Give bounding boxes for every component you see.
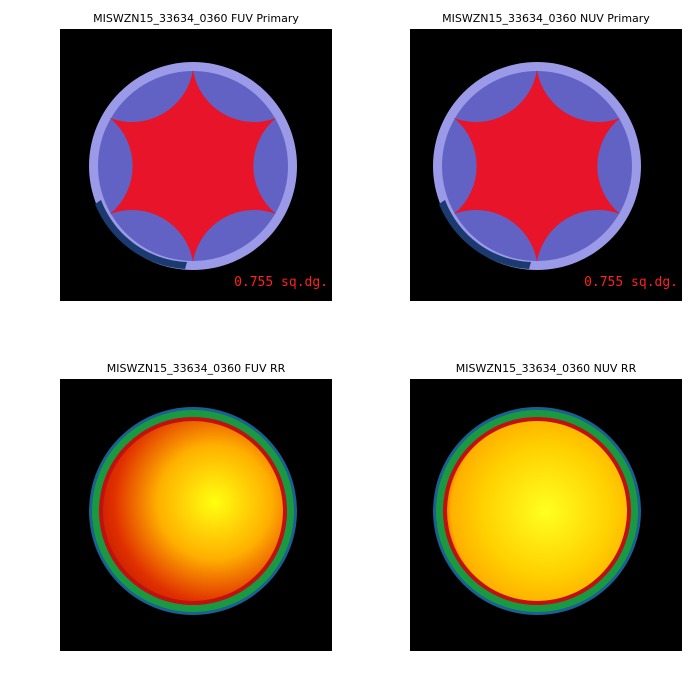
coverage-edge bbox=[95, 200, 187, 269]
rr-response bbox=[103, 421, 283, 601]
primary-region bbox=[109, 70, 277, 262]
area-label: 0.755 sq.dg. bbox=[234, 275, 328, 290]
panel: MISWZN15_33634_0360 FUV RR bbox=[60, 362, 332, 651]
primary-region bbox=[453, 70, 621, 262]
panel: MISWZN15_33634_0360 NUV RR bbox=[410, 362, 682, 651]
panel-title: MISWZN15_33634_0360 FUV RR bbox=[107, 362, 286, 375]
panel: MISWZN15_33634_0360 FUV Primary 0.755 sq.… bbox=[60, 12, 332, 301]
panel-title: MISWZN15_33634_0360 FUV Primary bbox=[93, 12, 299, 25]
panel-title: MISWZN15_33634_0360 NUV RR bbox=[456, 362, 637, 375]
area-label: 0.755 sq.dg. bbox=[584, 275, 678, 290]
panel-title: MISWZN15_33634_0360 NUV Primary bbox=[442, 12, 650, 25]
coverage-edge bbox=[439, 200, 531, 269]
rr-response bbox=[447, 421, 627, 601]
panel: MISWZN15_33634_0360 NUV Primary 0.755 sq.… bbox=[410, 12, 682, 301]
